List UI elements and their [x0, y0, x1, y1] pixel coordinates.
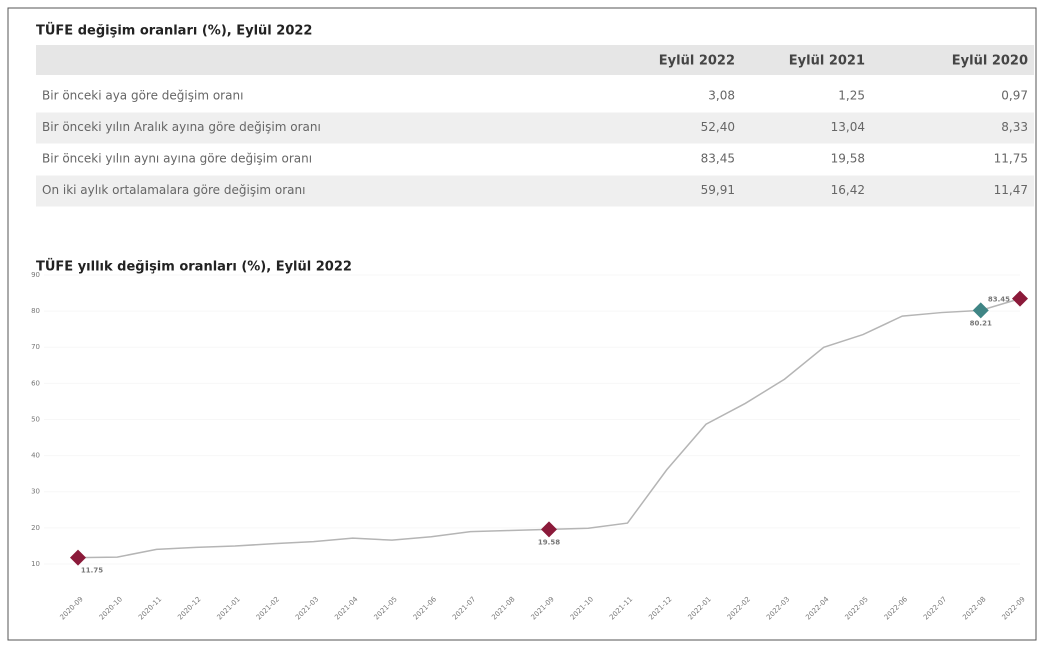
table-row-label: Bir önceki yılın aynı ayına göre değişim… [42, 152, 312, 166]
table-cell-number: 16,42 [831, 183, 865, 197]
x-tick-label: 2020-11 [137, 595, 163, 621]
x-tick-label: 2021-06 [412, 595, 439, 622]
y-tick-label: 60 [31, 379, 40, 387]
point-marker [1012, 290, 1028, 307]
table-cell-number: 11,75 [994, 152, 1028, 166]
x-tick-label: 2022-03 [765, 595, 791, 621]
table-cell-number: 13,04 [831, 120, 865, 134]
x-tick-label: 2021-05 [372, 595, 398, 621]
x-tick-label: 2021-07 [451, 595, 477, 621]
x-tick-label: 2021-04 [333, 595, 360, 622]
table-cell-number: 52,40 [701, 120, 735, 134]
x-tick-label: 2021-09 [529, 595, 555, 621]
x-tick-label: 2021-08 [490, 595, 516, 621]
table-cell-number: 3,08 [708, 89, 735, 103]
y-tick-label: 30 [31, 488, 40, 496]
y-tick-label: 20 [31, 524, 40, 532]
x-tick-label: 2022-08 [961, 595, 987, 621]
y-tick-label: 80 [31, 307, 40, 315]
x-tick-label: 2020-10 [98, 595, 124, 621]
data-label: 11.75 [81, 567, 103, 575]
x-tick-label: 2021-01 [215, 595, 241, 621]
y-tick-label: 40 [31, 452, 40, 460]
x-tick-label: 2021-11 [608, 595, 634, 621]
y-tick-label: 90 [31, 271, 40, 279]
y-tick-label: 50 [31, 415, 40, 423]
point-marker [70, 549, 86, 566]
data-label: 83.45 [988, 296, 1010, 304]
table-cell-number: 8,33 [1001, 120, 1028, 134]
table-cell-number: 0,97 [1001, 89, 1028, 103]
x-tick-label: 2022-01 [686, 595, 712, 621]
column-header: Eylül 2022 [659, 54, 735, 69]
x-tick-label: 2022-04 [804, 595, 831, 622]
table-cell-number: 11,47 [994, 183, 1028, 197]
x-tick-label: 2022-09 [1000, 595, 1026, 621]
point-marker [972, 302, 989, 319]
column-header: Eylül 2021 [789, 54, 865, 69]
y-tick-label: 70 [31, 343, 40, 351]
table-cell-number: 83,45 [701, 152, 735, 166]
table-cell-number: 19,58 [831, 152, 865, 166]
y-tick-label: 10 [31, 560, 40, 568]
x-tick-label: 2021-03 [294, 595, 320, 621]
column-header: Eylül 2020 [952, 54, 1028, 69]
row-bg [36, 175, 1034, 207]
x-tick-label: 2022-05 [843, 595, 869, 621]
table-row-label: Bir önceki yılın Aralık ayına göre değiş… [42, 120, 321, 134]
data-label: 19.58 [538, 538, 560, 546]
x-tick-label: 2022-07 [922, 595, 948, 621]
chart-title: TÜFE yıllık değişim oranları (%), Eylül … [36, 259, 352, 275]
data-label: 80.21 [970, 319, 992, 327]
point-marker [541, 521, 557, 538]
table-header-bg [36, 45, 1034, 75]
x-tick-label: 2022-02 [726, 595, 752, 621]
x-tick-label: 2020-12 [176, 595, 202, 621]
x-tick-label: 2020-09 [58, 595, 84, 621]
x-tick-label: 2022-06 [883, 595, 910, 622]
table-title: TÜFE değişim oranları (%), Eylül 2022 [36, 23, 312, 39]
table-row-label: On iki aylık ortalamalara göre değişim o… [42, 183, 305, 197]
x-tick-label: 2021-10 [569, 595, 595, 621]
row-bg [36, 112, 1034, 144]
x-tick-label: 2021-02 [255, 595, 281, 621]
table-row-label: Bir önceki aya göre değişim oranı [42, 89, 243, 103]
x-tick-label: 2021-12 [647, 595, 673, 621]
series-line [77, 297, 1021, 559]
table-cell-number: 59,91 [701, 183, 735, 197]
frame [7, 7, 1037, 641]
table-cell-number: 1,25 [838, 89, 865, 103]
